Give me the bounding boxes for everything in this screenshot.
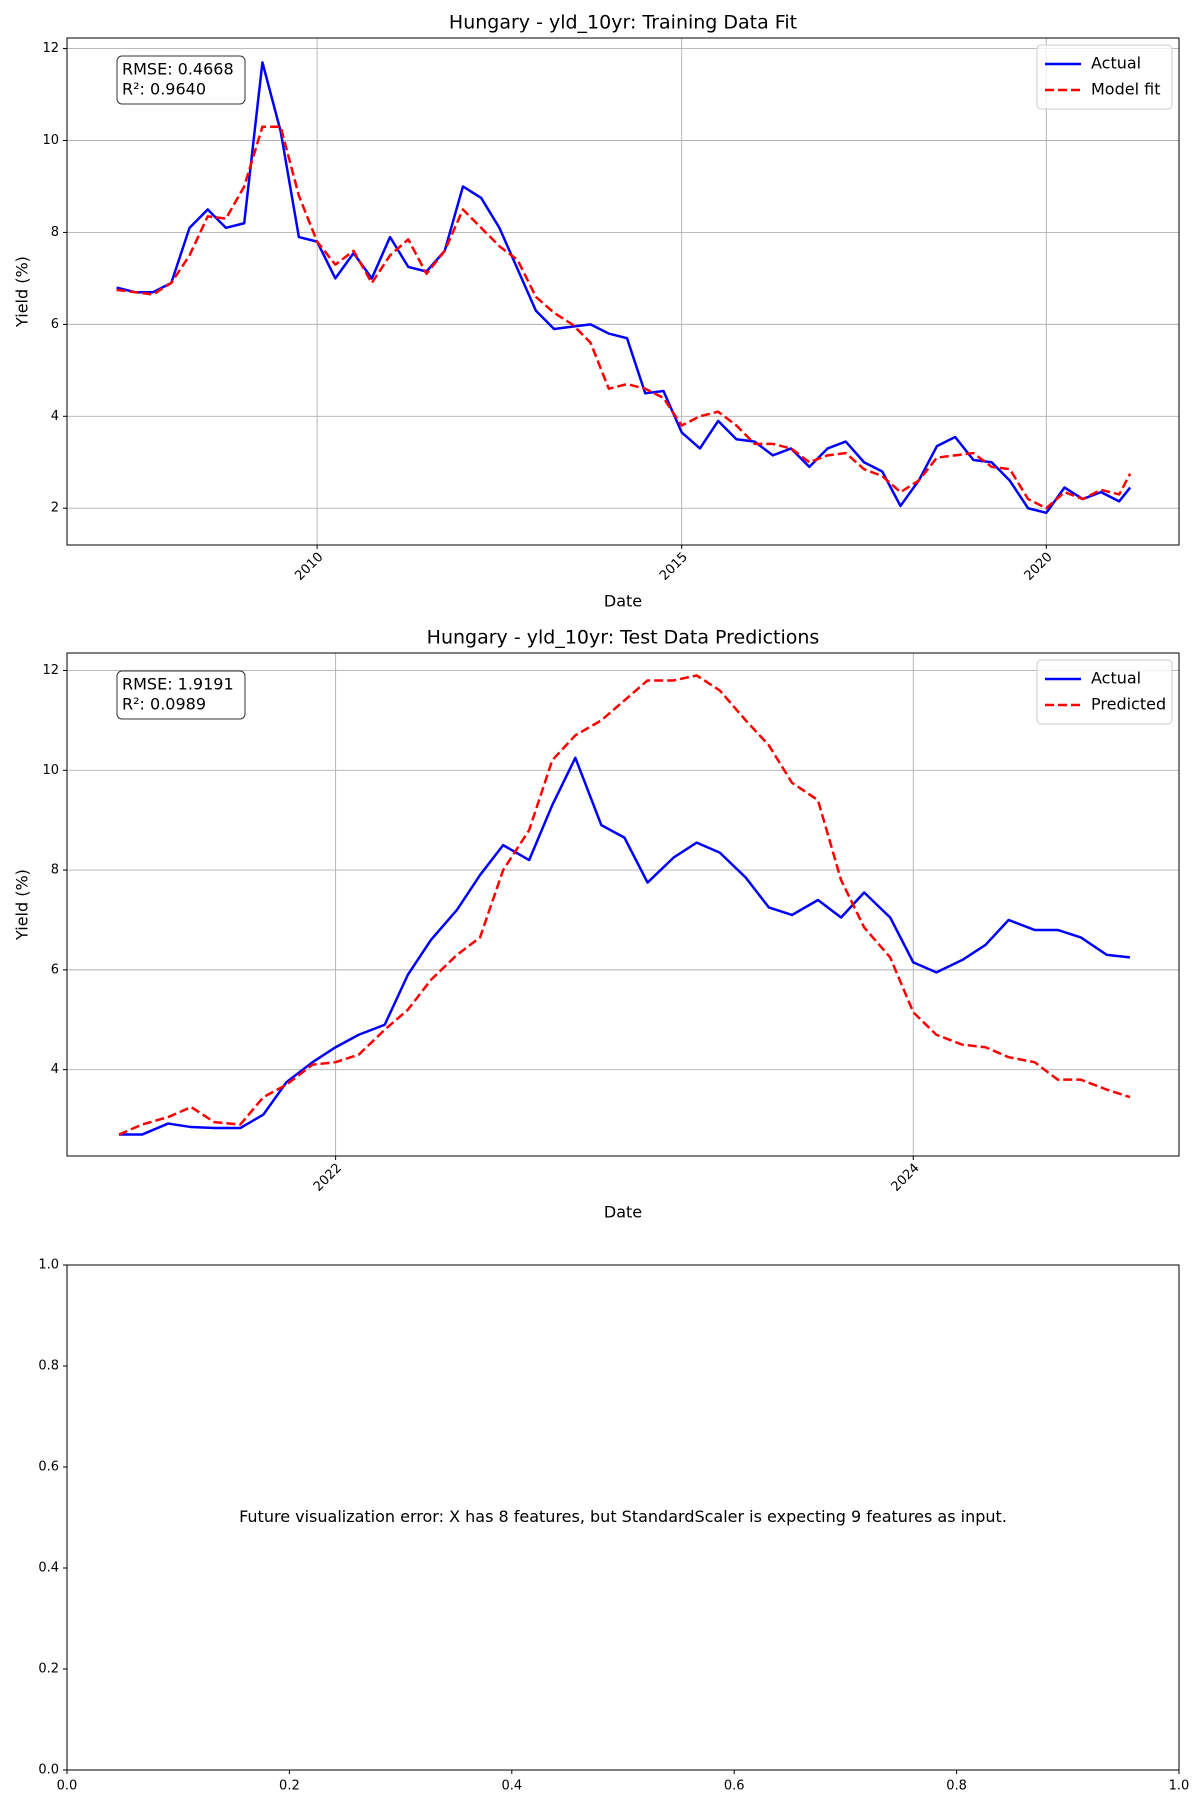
- annotation-box: [116, 55, 246, 105]
- x-axis-label: Date: [604, 592, 642, 611]
- series-line: [118, 756, 1131, 1136]
- annotation-text: RMSE: 0.4668: [122, 60, 234, 79]
- y-tick-label: 1.0: [38, 1258, 59, 1273]
- y-tick-label: 12: [42, 41, 59, 56]
- y-tick-label: 4: [51, 409, 59, 424]
- y-tick-label: 2: [51, 501, 59, 516]
- x-tick-label: 2010: [292, 550, 326, 584]
- subplot: 2 4 6 8 10 12 2010 2015 2020 Hungary - yld_10yr: …: [13, 12, 1180, 611]
- y-tick-label: 0.4: [38, 1561, 59, 1576]
- y-tick-label: 0.6: [38, 1460, 59, 1475]
- x-axis-label: Date: [604, 1203, 642, 1222]
- chart-title: Hungary - yld_10yr: Test Data Prediction…: [427, 627, 820, 649]
- x-tick-label: 0.6: [724, 1779, 745, 1794]
- y-tick-label: 8: [51, 225, 59, 240]
- y-tick-label: 0.0: [38, 1763, 59, 1778]
- series-line: [116, 125, 1132, 510]
- y-tick-label: 4: [51, 1062, 59, 1077]
- x-tick-label: 1.0: [1169, 1779, 1190, 1794]
- annotation-text: R²: 0.9640: [122, 80, 206, 99]
- x-tick-label: 0.4: [501, 1779, 522, 1794]
- annotation-text: RMSE: 1.9191: [122, 675, 234, 694]
- y-axis-label: Yield (%): [13, 256, 32, 328]
- y-axis-label: Yield (%): [13, 869, 32, 941]
- axes-frame: [66, 652, 1180, 1157]
- annotation-text: R²: 0.0989: [122, 695, 206, 714]
- x-tick-label: 2022: [311, 1161, 345, 1195]
- y-tick-label: 12: [42, 663, 59, 678]
- legend-box: [1036, 659, 1173, 725]
- legend-label: Actual: [1091, 669, 1141, 688]
- y-tick-label: 6: [51, 317, 59, 332]
- subplot: 0.0 0.2 0.4 0.6 0.8 1.0 0.0 0.2 0.4 0.6 0.8 1.0 Futu…: [38, 1258, 1189, 1794]
- series-line: [116, 61, 1132, 515]
- subplot: 4 6 8 10 12 2022 2024 Hungary - yld_10yr: Test …: [13, 627, 1180, 1222]
- y-tick-label: 10: [42, 763, 59, 778]
- chart-title: Hungary - yld_10yr: Training Data Fit: [449, 12, 797, 34]
- y-tick-label: 8: [51, 863, 59, 878]
- annotation-box: [116, 670, 246, 720]
- legend-label: Predicted: [1091, 695, 1166, 714]
- y-tick-label: 0.8: [38, 1359, 59, 1374]
- x-tick-label: 0.0: [57, 1779, 78, 1794]
- annotation-text: Future visualization error: X has 8 feat…: [239, 1507, 1007, 1526]
- x-tick-label: 2015: [657, 550, 691, 584]
- axes-frame: [66, 37, 1180, 546]
- y-tick-label: 10: [42, 133, 59, 148]
- y-tick-label: 6: [51, 962, 59, 977]
- x-tick-label: 0.8: [946, 1779, 967, 1794]
- legend-label: Actual: [1091, 54, 1141, 73]
- axes-frame: [66, 1264, 1180, 1771]
- series-line: [118, 674, 1131, 1136]
- x-tick-label: 2020: [1022, 550, 1056, 584]
- y-tick-label: 0.2: [38, 1662, 59, 1677]
- x-tick-label: 0.2: [279, 1779, 300, 1794]
- legend-label: Model fit: [1091, 80, 1160, 99]
- legend-box: [1036, 44, 1173, 110]
- x-tick-label: 2024: [889, 1161, 923, 1195]
